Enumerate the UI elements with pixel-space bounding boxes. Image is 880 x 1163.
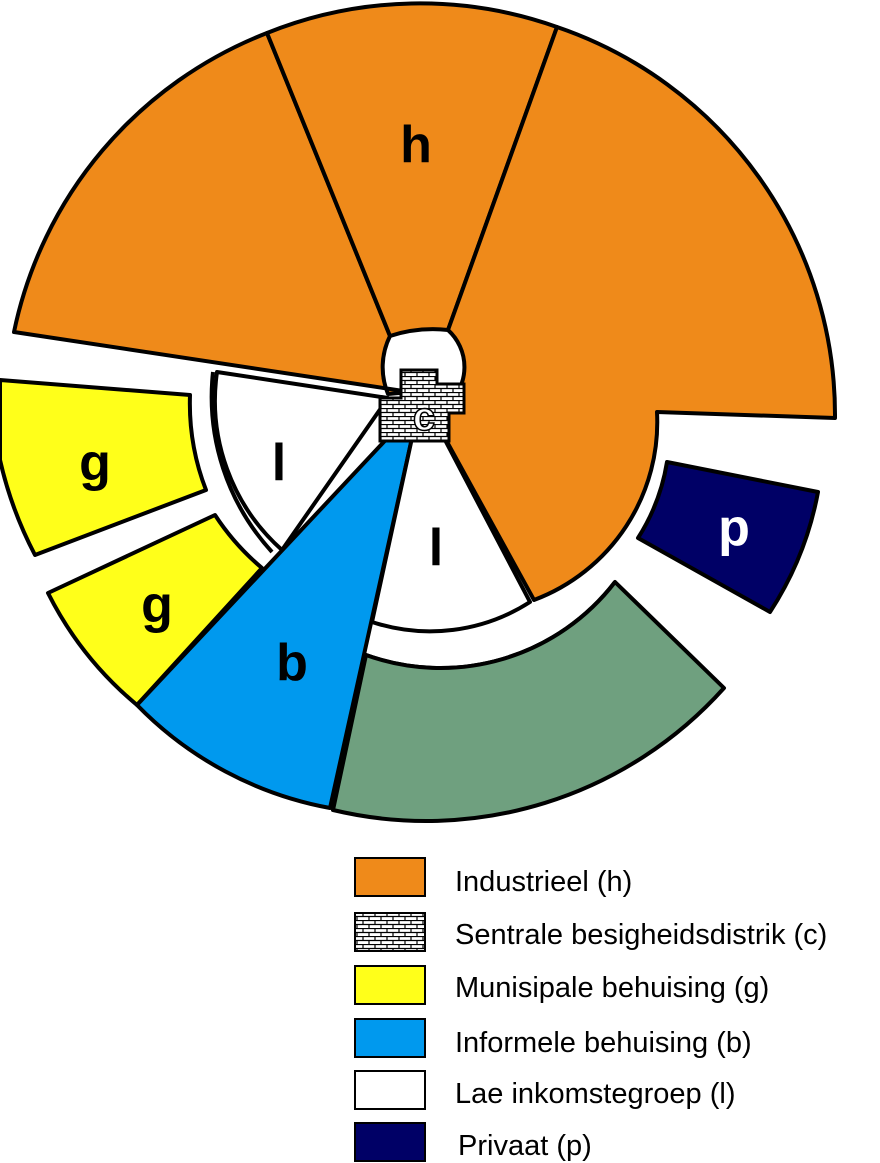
label-industrial: h	[400, 116, 432, 174]
legend-swatch-low-income	[354, 1070, 426, 1110]
legend-label-private: Privaat (p)	[458, 1130, 592, 1162]
sector-unlabeled-green	[331, 580, 726, 823]
sector-municipal-housing-upper	[0, 378, 208, 557]
label-low-income-south: l	[429, 519, 443, 577]
sector-industrial-north	[265, 1, 559, 338]
legend-label-municipal: Munisipale behuising (g)	[455, 972, 769, 1004]
label-private: p	[718, 499, 750, 557]
legend: Industrieel (h) Sentrale besigheidsdistr…	[354, 857, 827, 1162]
ring-arc-west	[209, 371, 274, 554]
label-cbd: c	[413, 395, 435, 439]
legend-swatch-informal	[354, 1018, 426, 1058]
sector-low-income-west	[213, 370, 390, 552]
label-informal: b	[276, 634, 308, 692]
legend-swatch-private	[354, 1122, 426, 1162]
legend-label-cbd: Sentrale besigheidsdistrik (c)	[455, 919, 827, 951]
sector-low-income-south	[370, 436, 532, 634]
sector-private	[636, 460, 820, 614]
legend-label-industrial: Industrieel (h)	[455, 866, 632, 898]
sector-informal-housing	[135, 428, 414, 810]
label-low-income-west: l	[272, 434, 286, 492]
legend-swatch-cbd	[354, 912, 426, 952]
legend-swatch-industrial	[354, 857, 426, 897]
legend-swatch-municipal	[354, 965, 426, 1005]
sector-cbd	[378, 368, 466, 443]
legend-label-informal: Informele behuising (b)	[455, 1027, 752, 1059]
sector-industrial-west	[12, 31, 412, 396]
legend-label-low-income: Lae inkomstegroep (l)	[455, 1078, 735, 1110]
label-municipal-lower: g	[141, 576, 173, 634]
label-municipal-upper: g	[79, 434, 111, 492]
